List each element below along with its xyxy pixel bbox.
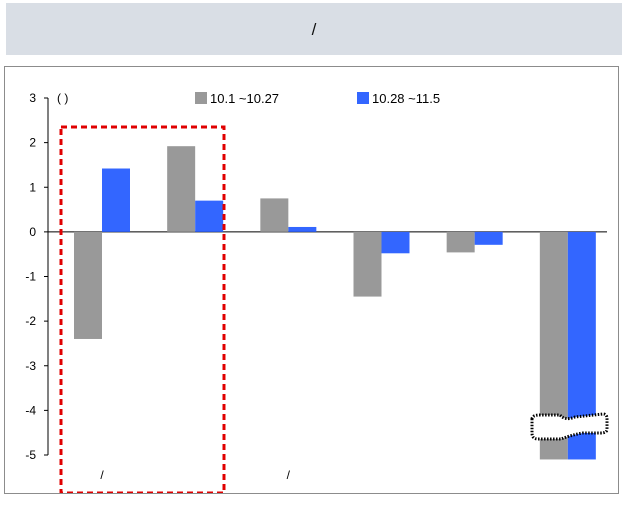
y-axis-label: ( ) xyxy=(57,91,68,105)
legend-label: 10.1 ~10.27 xyxy=(210,91,279,106)
y-tick-label: 3 xyxy=(29,91,36,105)
x-tick-label: / xyxy=(100,468,104,482)
bar-chart: 3 2 1 0 -1 -2 -3 -4 -5 ( ) / / 10.1 ~10.27 10.28 ~11… xyxy=(25,91,609,495)
bar xyxy=(195,200,224,232)
bar xyxy=(381,231,410,254)
y-tick-label: -2 xyxy=(25,314,36,328)
y-tick-label: -4 xyxy=(25,403,36,417)
y-tick-label: 2 xyxy=(29,136,36,150)
legend-swatch xyxy=(195,92,207,104)
page-header: / xyxy=(6,3,622,55)
bar xyxy=(260,198,289,232)
chart-axes: 3 2 1 0 -1 -2 -3 -4 -5 ( ) / / xyxy=(25,91,607,482)
bar xyxy=(167,146,196,232)
bar xyxy=(102,168,130,232)
header-title: / xyxy=(311,20,317,39)
legend-label: 10.28 ~11.5 xyxy=(372,91,440,106)
legend-swatch xyxy=(357,92,369,104)
chart-frame: 3 2 1 0 -1 -2 -3 -4 -5 ( ) / / 10.1 ~10.27 10.28 ~11… xyxy=(4,66,619,495)
y-tick-label: -3 xyxy=(25,359,36,373)
bar xyxy=(446,231,475,253)
bar xyxy=(474,231,503,245)
chart-annotations xyxy=(59,125,609,495)
y-tick-label: -5 xyxy=(25,448,36,462)
x-tick-label: / xyxy=(287,468,291,482)
bar xyxy=(74,231,102,339)
bar xyxy=(353,231,382,297)
y-tick-label: -1 xyxy=(25,270,36,284)
callout-box xyxy=(530,412,609,441)
y-tick-label: 0 xyxy=(29,225,36,239)
chart-legend: 10.1 ~10.27 10.28 ~11.5 xyxy=(195,91,440,106)
y-tick-label: 1 xyxy=(29,180,36,194)
chart-bars xyxy=(74,146,596,460)
bar xyxy=(288,226,317,232)
